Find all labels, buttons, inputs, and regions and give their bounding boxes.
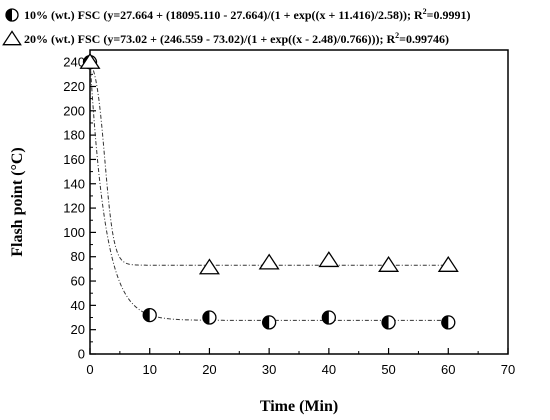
legend-marker-10pct bbox=[5, 8, 19, 22]
fit-curves bbox=[89, 60, 449, 321]
x-tick-label: 70 bbox=[501, 362, 515, 377]
legend: 10% (wt.) FSC (y=27.664 + (18095.110 - 2… bbox=[2, 7, 471, 46]
data-point-10pct bbox=[261, 315, 277, 330]
y-tick-label: 60 bbox=[71, 274, 85, 289]
y-tick-label: 200 bbox=[63, 103, 85, 118]
data-point-20pct bbox=[79, 52, 101, 69]
plot-frame bbox=[89, 49, 509, 355]
y-tick-label: 240 bbox=[63, 55, 85, 70]
y-tick-label: 40 bbox=[71, 298, 85, 313]
data-point-10pct bbox=[321, 310, 337, 325]
y-tick-label: 0 bbox=[78, 347, 85, 362]
y-tick-label: 220 bbox=[63, 79, 85, 94]
x-axis-label: Time (Min) bbox=[260, 398, 338, 415]
legend-marker-20pct bbox=[2, 30, 22, 46]
x-tick-label: 20 bbox=[202, 362, 216, 377]
fit-curve-20pct bbox=[89, 61, 449, 266]
x-tick-label: 30 bbox=[262, 362, 276, 377]
x-tick-label: 50 bbox=[381, 362, 395, 377]
data-point-10pct bbox=[381, 315, 396, 330]
data-point-20pct bbox=[198, 258, 220, 275]
y-tick-label: 100 bbox=[63, 225, 85, 240]
legend-label-20pct: 20% (wt.) FSC (y=73.02 + (246.559 - 73.0… bbox=[24, 31, 449, 46]
y-tick-label: 80 bbox=[71, 249, 85, 264]
data-point-20pct bbox=[318, 251, 340, 268]
x-tick-label: 0 bbox=[86, 362, 93, 377]
x-tick-label: 10 bbox=[142, 362, 156, 377]
legend-triangle-icon bbox=[2, 30, 22, 46]
legend-half-circle-icon bbox=[5, 8, 19, 22]
data-point-10pct bbox=[441, 315, 456, 330]
y-tick-label: 160 bbox=[63, 152, 85, 167]
y-tick-label: 180 bbox=[63, 128, 85, 143]
data-point-20pct bbox=[437, 255, 459, 272]
y-tick-label: 20 bbox=[71, 322, 85, 337]
x-tick-label: 40 bbox=[322, 362, 336, 377]
y-tick-label: 120 bbox=[63, 201, 85, 216]
data-point-10pct bbox=[142, 307, 157, 323]
fit-curve-10pct bbox=[89, 60, 449, 321]
y-tick-label: 140 bbox=[63, 176, 85, 191]
data-point-10pct bbox=[202, 310, 217, 325]
data-point-20pct bbox=[258, 253, 280, 270]
data-point-20pct bbox=[378, 255, 400, 272]
legend-label-10pct: 10% (wt.) FSC (y=27.664 + (18095.110 - 2… bbox=[24, 7, 471, 22]
x-tick-label: 60 bbox=[441, 362, 455, 377]
y-axis-label: Flash point (°C) bbox=[9, 147, 26, 257]
data-points bbox=[79, 52, 459, 330]
axis-ticks: 0 10 20 30 40 50 60 70 0 20 40 60 80 100 120 140 160 180 2… bbox=[63, 55, 515, 377]
